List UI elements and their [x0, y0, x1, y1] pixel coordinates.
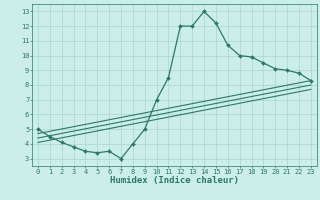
- X-axis label: Humidex (Indice chaleur): Humidex (Indice chaleur): [110, 176, 239, 185]
